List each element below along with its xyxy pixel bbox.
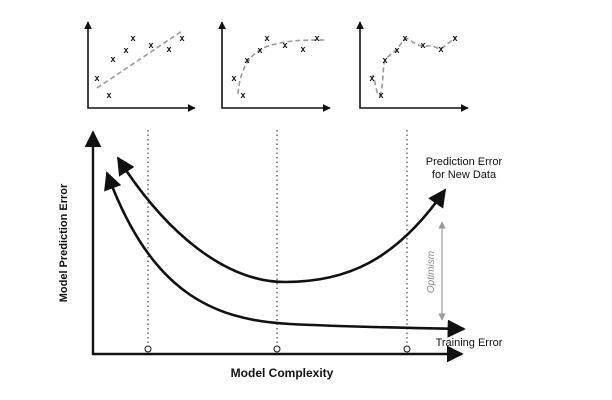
data-point: x: [110, 54, 115, 64]
panel-2-fit-curve: [237, 39, 326, 95]
panel-1-axes: [84, 21, 196, 112]
data-point: x: [314, 33, 319, 43]
data-point: x: [231, 73, 236, 83]
data-point: x: [452, 33, 457, 43]
data-point: x: [438, 44, 443, 54]
data-point: x: [123, 45, 128, 55]
prediction-error-curve: [116, 156, 447, 284]
panel-2-points: x x x x x x x x: [231, 33, 319, 100]
data-point: x: [282, 40, 287, 50]
data-point: x: [402, 33, 407, 43]
overfit-panel: x x x x x x x x: [356, 21, 469, 112]
data-point: x: [257, 45, 262, 55]
y-axis-title: Model Prediction Error: [58, 183, 70, 302]
complexity-marker-underfit: [144, 345, 152, 353]
complexity-marker-good-fit: [273, 345, 281, 353]
panel-2-axes: [218, 21, 331, 112]
data-point: x: [369, 73, 374, 83]
data-point: x: [130, 33, 135, 43]
data-point: x: [420, 40, 425, 50]
optimism-label: Optimism: [426, 251, 437, 293]
panel-3-points: x x x x x x x x: [369, 33, 457, 100]
data-point: x: [382, 55, 387, 65]
main-plot: Optimism Prediction Error for New Data T…: [58, 130, 503, 380]
data-point: x: [244, 55, 249, 65]
underfit-panel: x x x x x x x x: [84, 21, 196, 112]
data-point: x: [166, 44, 171, 54]
main-axes: [84, 130, 464, 363]
complexity-marker-overfit: [403, 345, 411, 353]
good-fit-panel: x x x x x x x x: [218, 21, 331, 112]
data-point: x: [148, 40, 153, 50]
data-point: x: [378, 90, 383, 100]
panel-3-axes: [356, 21, 469, 112]
prediction-error-label-line2: for New Data: [432, 169, 497, 181]
panel-1-points: x x x x x x x x: [94, 33, 184, 100]
data-point: x: [394, 45, 399, 55]
data-point: x: [240, 90, 245, 100]
x-axis-title: Model Complexity: [231, 366, 334, 380]
training-error-curve: [104, 171, 466, 338]
data-point: x: [300, 44, 305, 54]
panel-3-fit-curve: [371, 36, 457, 97]
training-error-label: Training Error: [436, 337, 503, 349]
panel-1-fit-line: [96, 30, 183, 89]
data-point: x: [106, 90, 111, 100]
data-point: x: [179, 33, 184, 43]
prediction-error-label-line1: Prediction Error: [426, 156, 503, 168]
data-point: x: [94, 73, 99, 83]
data-point: x: [264, 33, 269, 43]
